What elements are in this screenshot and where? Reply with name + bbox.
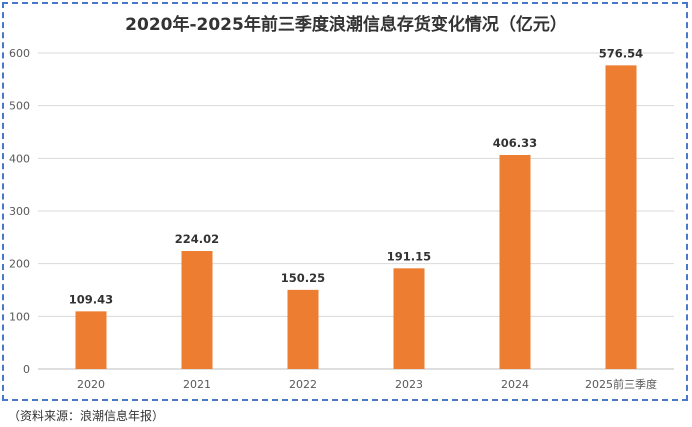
x-tick-label: 2024	[501, 378, 529, 391]
data-label: 150.25	[281, 271, 325, 285]
data-label: 406.33	[493, 136, 537, 150]
y-tick-label: 300	[9, 205, 30, 218]
x-tick-label: 2025前三季度	[585, 377, 657, 391]
chart-title: 2020年-2025年前三季度浪潮信息存货变化情况（亿元）	[125, 15, 567, 35]
y-tick-label: 400	[9, 152, 30, 165]
y-tick-label: 500	[9, 100, 30, 113]
source-note: （资料来源：浪潮信息年报）	[8, 409, 165, 423]
bar	[605, 65, 637, 370]
bar	[287, 289, 319, 369]
y-tick-label: 0	[23, 363, 30, 376]
x-tick-label: 2020	[77, 378, 105, 391]
bar	[75, 311, 107, 369]
bar	[181, 251, 213, 369]
data-label: 576.54	[599, 46, 643, 60]
y-tick-label: 100	[9, 310, 30, 323]
x-tick-label: 2022	[289, 378, 317, 391]
x-tick-label: 2023	[395, 378, 423, 391]
bar	[393, 268, 425, 369]
chart-frame	[2, 2, 688, 401]
bar	[499, 154, 531, 369]
data-label: 109.43	[69, 292, 113, 306]
y-tick-label: 200	[9, 258, 30, 271]
y-tick-label: 600	[9, 47, 30, 60]
data-label: 191.15	[387, 249, 431, 263]
x-tick-label: 2021	[183, 378, 211, 391]
data-label: 224.02	[175, 232, 219, 246]
